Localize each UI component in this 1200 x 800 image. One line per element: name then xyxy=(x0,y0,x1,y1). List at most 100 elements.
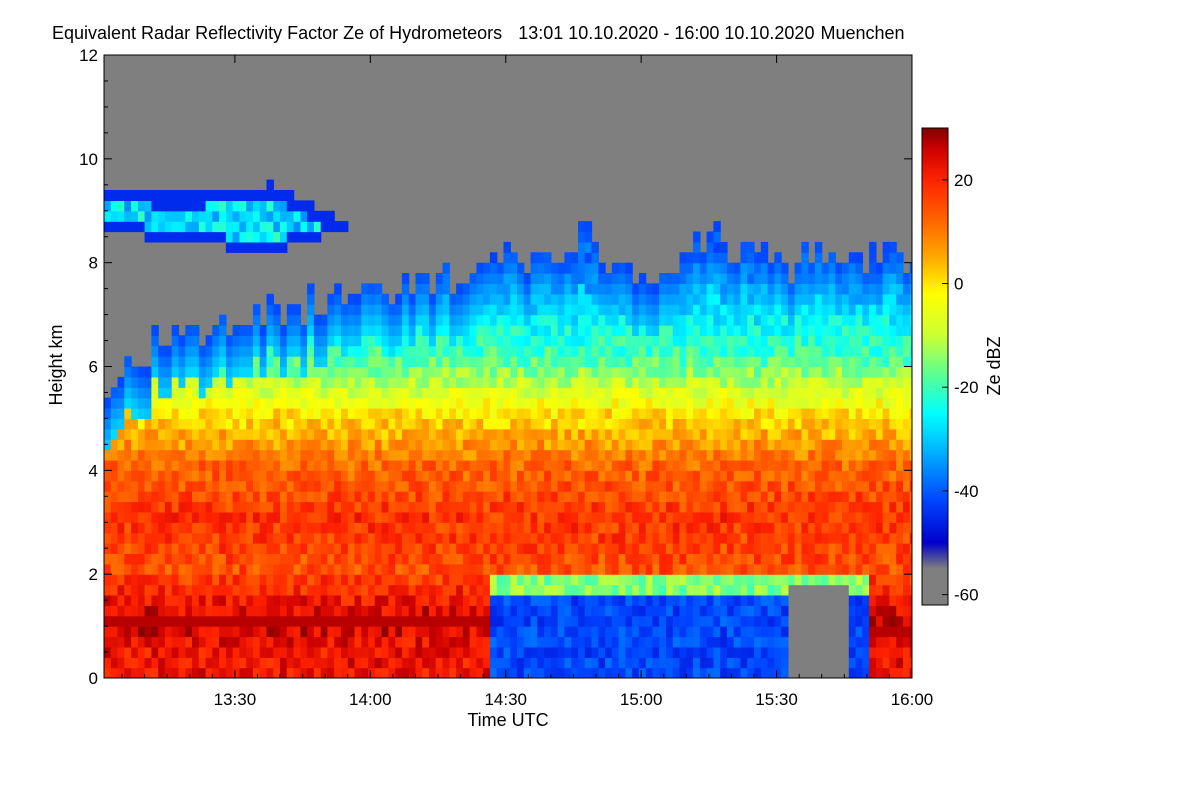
heatmap-cell xyxy=(774,657,782,669)
heatmap-cell xyxy=(422,553,430,565)
heatmap-cell xyxy=(909,501,912,513)
heatmap-cell xyxy=(828,408,836,419)
heatmap-cell xyxy=(435,366,444,378)
heatmap-cell xyxy=(124,408,132,419)
heatmap-cell xyxy=(246,563,254,575)
heatmap-cell xyxy=(713,615,721,627)
heatmap-cell xyxy=(185,387,193,399)
heatmap-cell xyxy=(259,543,268,554)
heatmap-cell xyxy=(442,626,450,638)
heatmap-cell xyxy=(679,293,687,305)
heatmap-cell xyxy=(645,522,654,534)
heatmap-cell xyxy=(395,480,403,492)
heatmap-cell xyxy=(219,574,227,586)
heatmap-cell xyxy=(747,543,755,554)
heatmap-cell xyxy=(415,397,423,409)
heatmap-cell xyxy=(171,646,180,658)
heatmap-cell xyxy=(293,231,301,243)
heatmap-cell xyxy=(388,667,396,678)
heatmap-cell xyxy=(693,231,701,243)
heatmap-cell xyxy=(754,605,762,617)
heatmap-cell xyxy=(273,408,281,419)
heatmap-cell xyxy=(151,387,159,399)
heatmap-cell xyxy=(760,511,769,523)
heatmap-cell xyxy=(232,345,240,357)
heatmap-cell xyxy=(794,470,802,482)
heatmap-cell xyxy=(584,626,593,638)
heatmap-cell xyxy=(449,657,457,669)
heatmap-cell xyxy=(767,553,775,565)
heatmap-cell xyxy=(530,314,538,326)
heatmap-cell xyxy=(550,345,559,357)
heatmap-cell xyxy=(395,418,403,430)
heatmap-cell xyxy=(354,480,362,492)
heatmap-cell xyxy=(185,356,193,368)
heatmap-cell xyxy=(151,501,159,513)
heatmap-cell xyxy=(341,563,349,575)
heatmap-cell xyxy=(158,387,166,399)
heatmap-cell xyxy=(896,470,904,482)
heatmap-cell xyxy=(652,439,660,451)
heatmap-cell xyxy=(489,480,498,492)
heatmap-cell xyxy=(862,418,870,430)
heatmap-cell xyxy=(415,408,423,419)
heatmap-cell xyxy=(496,522,505,534)
heatmap-cell xyxy=(354,584,362,596)
heatmap-cell xyxy=(564,262,572,274)
heatmap-cell xyxy=(124,522,132,534)
heatmap-cell xyxy=(882,543,891,554)
heatmap-cell xyxy=(781,594,789,606)
heatmap-cell xyxy=(158,522,166,534)
heatmap-cell xyxy=(875,470,884,482)
heatmap-cell xyxy=(320,449,329,461)
heatmap-cell xyxy=(550,262,559,274)
heatmap-cell xyxy=(104,553,112,565)
heatmap-cell xyxy=(896,543,904,554)
heatmap-cell xyxy=(164,636,173,648)
heatmap-cell xyxy=(158,646,166,658)
heatmap-cell xyxy=(368,366,376,378)
heatmap-cell xyxy=(740,646,748,658)
heatmap-cell xyxy=(286,657,295,669)
heatmap-cell xyxy=(104,501,112,513)
x-tick-label: 15:00 xyxy=(620,690,663,709)
heatmap-cell xyxy=(530,636,538,648)
heatmap-cell xyxy=(266,501,274,513)
heatmap-cell xyxy=(517,449,525,461)
heatmap-cell xyxy=(659,418,667,430)
heatmap-cell xyxy=(435,325,444,336)
heatmap-cell xyxy=(192,345,200,357)
heatmap-cell xyxy=(341,221,349,233)
heatmap-cell xyxy=(293,615,301,627)
heatmap-cell xyxy=(875,293,884,305)
heatmap-cell xyxy=(158,439,166,451)
heatmap-cell xyxy=(483,480,491,492)
heatmap-cell xyxy=(760,522,769,534)
heatmap-cell xyxy=(726,574,735,586)
heatmap-cell xyxy=(307,418,315,430)
heatmap-cell xyxy=(855,563,863,575)
heatmap-cell xyxy=(699,615,708,627)
heatmap-cell xyxy=(198,356,207,368)
heatmap-cell xyxy=(686,293,694,305)
heatmap-cell xyxy=(496,314,505,326)
heatmap-cell xyxy=(422,283,430,295)
heatmap-cell xyxy=(855,387,863,399)
heatmap-cell xyxy=(110,210,119,222)
heatmap-cell xyxy=(557,667,566,678)
heatmap-cell xyxy=(192,210,200,222)
heatmap-cell xyxy=(219,418,227,430)
heatmap-cell xyxy=(422,574,430,586)
heatmap-cell xyxy=(706,459,714,471)
heatmap-cell xyxy=(787,574,796,586)
heatmap-cell xyxy=(171,522,180,534)
heatmap-cell xyxy=(720,522,728,534)
heatmap-cell xyxy=(557,594,566,606)
heatmap-cell xyxy=(415,532,423,544)
heatmap-cell xyxy=(726,314,735,326)
heatmap-cell xyxy=(327,314,335,326)
heatmap-cell xyxy=(503,387,511,399)
heatmap-cell xyxy=(747,283,755,295)
heatmap-cell xyxy=(605,345,613,357)
heatmap-cell xyxy=(225,532,234,544)
